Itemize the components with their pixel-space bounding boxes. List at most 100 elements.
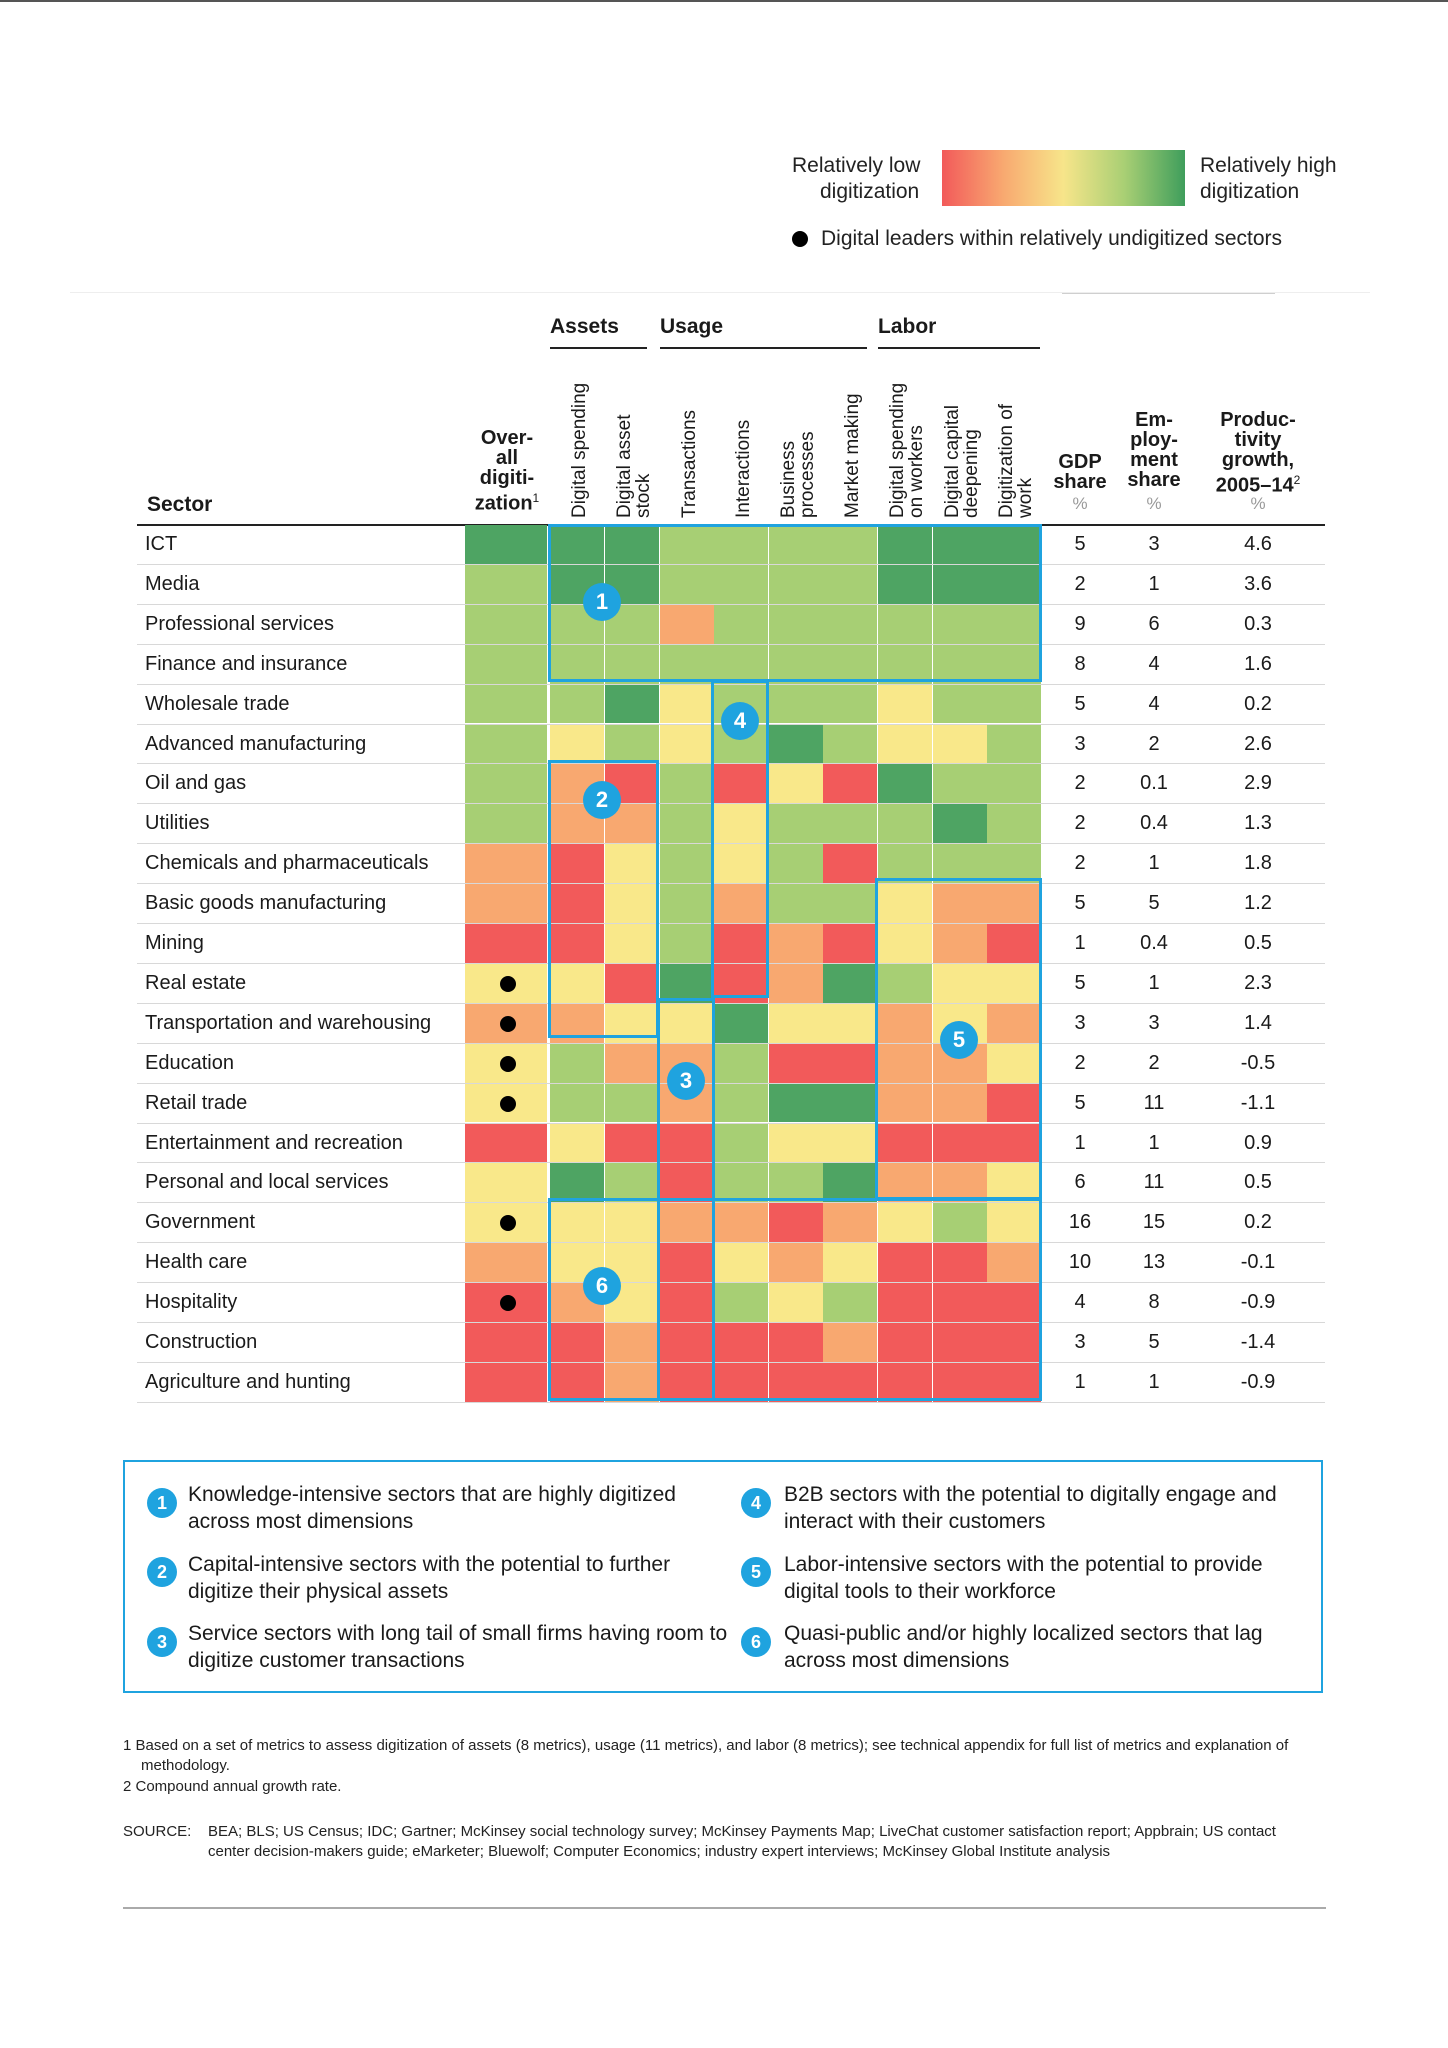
heatmap-cell [878,564,932,604]
heatmap-cell [878,764,932,804]
group-assets-label: Assets [550,315,619,338]
row-divider [137,962,1325,964]
heatmap-cell [550,644,604,684]
gdp-share-value: 9 [1074,612,1086,635]
top-border [0,0,1448,2]
productivity-growth-value: -0.5 [1240,1051,1276,1074]
heatmap-cell [823,1003,877,1043]
explanation-1: Knowledge-intensive sectors that are hig… [188,1483,676,1533]
heatmap-cell [933,684,987,724]
heatmap-cell [605,1163,659,1203]
sector-label: Utilities [145,812,210,835]
heatmap-cell [605,1123,659,1163]
heatmap-cell [987,1203,1041,1243]
employment-share-value: 1 [1148,852,1160,875]
sector-label: Construction [145,1331,258,1353]
row-divider [137,1122,1325,1124]
heatmap-cell [987,1362,1041,1402]
row-divider [137,763,1325,765]
heatmap-cell [878,1003,932,1043]
heatmap-cell [878,924,932,963]
employment-share-value: 13 [1142,1251,1166,1274]
employment-share-value: 15 [1142,1211,1166,1234]
overall-digitization-cell [465,1123,547,1163]
metric-column-header: Digital capital deepening [942,405,983,518]
gdp-share-value: 2 [1074,812,1086,835]
overall-digitization-cell [465,1362,547,1402]
heatmap-cell [987,1083,1041,1123]
sector-label: ICT [145,533,178,555]
heatmap-cell [714,1323,768,1362]
overall-digitization-cell [465,564,547,604]
explanation-3: Service sectors with long tail of small … [188,1622,728,1672]
heatmap-cell [660,724,714,764]
metric-column-header: Digital asset stock [614,414,655,519]
heatmap-cell [878,525,932,564]
employment-share-value: 11 [1143,1171,1165,1194]
heatmap-cell [550,1163,604,1203]
heatmap-cell [550,1323,604,1362]
heatmap-cell [987,644,1041,684]
heatmap-cell [605,884,659,923]
heatmap-cell [823,764,877,804]
sector-label: Real estate [145,971,247,994]
gdp-share-value: 2 [1074,772,1086,795]
sector-label: Transportation and warehousing [145,1011,432,1034]
heatmap-cell [714,1243,768,1283]
digital-leader-dot-icon [500,1015,516,1032]
overall-digitization-cell [465,764,547,804]
heatmap-cell [987,1163,1041,1203]
sector-label: Personal and local services [145,1171,389,1194]
productivity-growth-value: -0.9 [1240,1370,1276,1393]
heatmap-cell [550,963,604,1003]
gdp-pct-unit: % [1072,494,1088,513]
productivity-growth-value: -0.1 [1240,1251,1276,1274]
overall-digitization-cell [465,924,547,963]
gdp-share-value: 2 [1074,572,1086,595]
group-box-2 [548,760,659,1038]
row-divider [137,843,1325,845]
gdp-share-value: 3 [1074,1331,1086,1353]
heatmap-cell [933,764,987,804]
heatmap-cell [769,1323,823,1362]
metric-column-header: Market making [841,393,863,518]
group-badge-6: 6 [583,1267,621,1305]
heatmap-cell [987,1323,1041,1362]
heatmap-cell [605,644,659,684]
employment-share-value: 8 [1148,1291,1160,1314]
heatmap-cell [823,844,877,884]
heatmap-cell [878,884,932,923]
row-divider [137,923,1325,924]
heatmap-cell [660,1203,714,1243]
legend-dot-icon [792,231,808,247]
explanation-badge-1: 1 [147,1488,177,1518]
sector-label: Finance and insurance [145,652,348,675]
explanation-badge-3: 3 [147,1627,177,1657]
heatmap-cell [987,924,1041,963]
digital-leader-dot-icon [500,1095,516,1112]
group-badge-3: 3 [667,1062,705,1100]
heatmap-cell [769,1283,823,1322]
overall-digitization-cell [465,604,547,644]
heatmap-cell [769,684,823,724]
heatmap-cell [550,525,604,564]
productivity-growth-value: 0.2 [1244,692,1272,715]
heatmap-cell [933,963,987,1003]
heatmap-cell [933,1323,987,1362]
heatmap-cell [823,564,877,604]
heatmap-cell [714,1203,768,1243]
heatmap-cell [878,644,932,684]
heatmap-cell [933,804,987,844]
metric-column-header: Interactions [732,419,754,518]
digital-leader-dot-icon [500,1055,516,1072]
heatmap-cell [987,604,1041,644]
gdp-share-value: 3 [1074,732,1086,755]
productivity-growth-value: -0.9 [1240,1291,1276,1314]
footnote-1: 1 Based on a set of metrics to assess di… [123,1737,1289,1774]
heatmap-cell [769,884,823,923]
sector-label: Retail trade [145,1091,248,1114]
heatmap-cell [823,604,877,644]
gdp-share-value: 2 [1074,1051,1086,1074]
sector-header: Sector [147,493,213,516]
heatmap-cell [823,1283,877,1322]
